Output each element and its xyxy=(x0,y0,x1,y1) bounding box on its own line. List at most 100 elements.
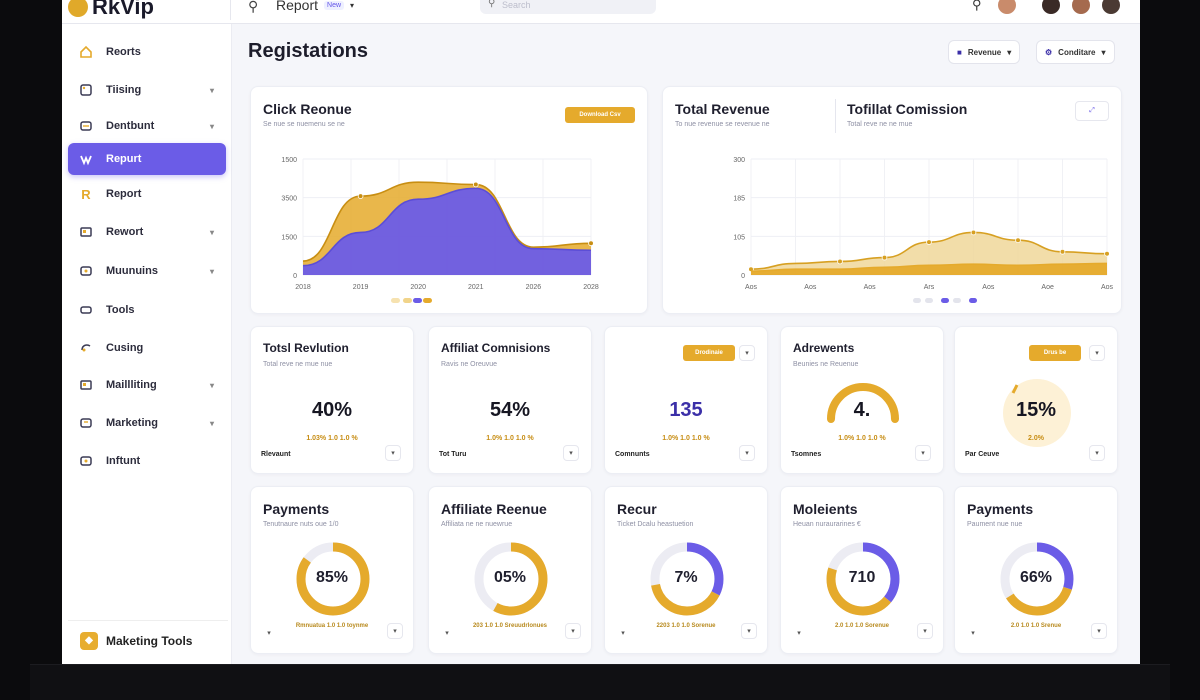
chevron-down-icon[interactable]: ▾ xyxy=(1091,623,1107,639)
card-subtitle: Paument nue nue xyxy=(967,521,1023,528)
y-tick-label: 300 xyxy=(733,157,745,164)
avatar[interactable] xyxy=(1040,0,1062,16)
chevron-down-icon[interactable]: ▾ xyxy=(1089,445,1105,461)
chevron-down-icon[interactable]: ▾ xyxy=(387,623,403,639)
chevron-down-icon[interactable]: ▾ xyxy=(739,345,755,361)
data-point xyxy=(1104,250,1110,257)
card-title: Payments xyxy=(967,501,1034,517)
avatar[interactable] xyxy=(1070,0,1092,16)
click-revenue-chart: 0 1500 3500 1500 2018 2019 2020 2021 2026 2028 xyxy=(281,157,599,303)
mail-icon xyxy=(78,377,94,393)
sidebar-item-label: Muunuins xyxy=(106,265,158,277)
data-point xyxy=(837,258,843,265)
chevron-down-icon: ▾ xyxy=(1007,47,1012,57)
chevron-down-icon[interactable]: ▾ xyxy=(915,445,931,461)
avatar[interactable] xyxy=(996,0,1018,16)
report-badge: New xyxy=(324,0,345,10)
global-search-input[interactable]: ⚲ Search xyxy=(480,0,656,14)
legend-swatch xyxy=(969,298,977,303)
chevron-down-icon[interactable]: ▾ xyxy=(741,623,757,639)
header-search-icon[interactable]: ⚲ xyxy=(972,0,982,12)
kpi-value: 40% xyxy=(311,399,353,421)
series-area xyxy=(303,188,591,275)
report-dropdown-label: Report xyxy=(276,0,319,13)
kpi-action-button[interactable]: Drodinaie xyxy=(683,345,735,361)
sidebar-item-label: Inftunt xyxy=(106,455,141,467)
kpi-action-button[interactable]: Drus be xyxy=(1029,345,1081,361)
kpi-footer-label: Tot Turu xyxy=(439,451,467,458)
sidebar-item-label: Rewort xyxy=(106,226,144,238)
logo-text: RkVip xyxy=(92,0,154,19)
sidebar-item-reorts[interactable]: Reorts xyxy=(68,36,226,68)
donut-segment-primary xyxy=(474,542,548,616)
sidebar-item-cusing[interactable]: Cusing xyxy=(68,332,226,364)
revenue-filter-label: Revenue xyxy=(967,47,1002,57)
card-title: Totsl Revlution xyxy=(263,341,349,355)
megaphone-icon xyxy=(78,415,94,431)
donut-segment-secondary xyxy=(826,542,900,616)
data-point xyxy=(881,254,888,261)
page-title: Registations xyxy=(248,40,369,62)
kpi-delta: 1.0% 1.0 1.0 % xyxy=(662,435,710,442)
legend-swatch xyxy=(423,298,432,303)
donut-footer: 2203 1.0 1.0 Sorenue xyxy=(656,623,716,629)
kpi-card: Drodinaie ▾ 135 1.0% 1.0 1.0 % Comnunts ▾ xyxy=(604,326,768,474)
card-subtitle: Total reve ne mue nue xyxy=(263,361,333,368)
chevron-down-icon[interactable]: ▾ xyxy=(615,625,631,641)
chevron-down-icon[interactable]: ▾ xyxy=(739,445,755,461)
kpi-value: 4. xyxy=(853,399,871,421)
kpi-delta: 1.0% 1.0 1.0 % xyxy=(486,435,534,442)
card-title: Affiliate Reenue xyxy=(441,501,547,517)
donut-card: Moleients Heuan nuraurarines € 710 2.0 1.0 … xyxy=(780,486,944,654)
revenue-filter-button[interactable]: ■ Revenue ▾ xyxy=(948,40,1021,64)
app-logo[interactable]: RkVip xyxy=(68,0,154,20)
marketing-tools-link[interactable]: ◆ Maketing Tools xyxy=(68,620,228,660)
donut-segment-primary xyxy=(826,542,900,616)
card-title: Payments xyxy=(263,501,330,517)
sidebar-item-tools[interactable]: Tools xyxy=(68,294,226,326)
card-subtitle: Affiliata ne ne nuewrue xyxy=(441,521,513,528)
sidebar-item-repurt[interactable]: Repurt xyxy=(68,143,226,175)
donut-card: Recur Ticket Dcalu heastuetion 7% 2203 1.0 … xyxy=(604,486,768,654)
donut-value: 7% xyxy=(674,569,698,586)
search-icon[interactable]: ⚲ xyxy=(248,0,259,14)
x-tick-label: 2021 xyxy=(468,284,484,291)
chevron-down-icon: ▾ xyxy=(209,380,214,390)
tag-icon xyxy=(78,82,94,98)
chevron-down-icon[interactable]: ▾ xyxy=(1089,345,1105,361)
chevron-down-icon: ▾ xyxy=(209,121,214,131)
sidebar-item-marketing[interactable]: Marketing ▾ xyxy=(68,407,226,439)
chevron-down-icon[interactable]: ▾ xyxy=(261,625,277,641)
donut-chart xyxy=(650,542,724,616)
chevron-down-icon[interactable]: ▾ xyxy=(791,625,807,641)
chevron-down-icon[interactable]: ▾ xyxy=(917,623,933,639)
x-tick-label: Aos xyxy=(804,284,817,291)
chevron-down-icon[interactable]: ▾ xyxy=(965,625,981,641)
avatar[interactable] xyxy=(1100,0,1122,16)
kpi-value: 135 xyxy=(669,399,703,421)
sidebar-item-dentbunt[interactable]: Dentbunt ▾ xyxy=(68,110,226,142)
chevron-down-icon[interactable]: ▾ xyxy=(439,625,455,641)
sidebar-item-rewort[interactable]: Rewort ▾ xyxy=(68,216,226,248)
sidebar-item-muunuins[interactable]: Muunuins ▾ xyxy=(68,255,226,287)
expand-icon[interactable]: ⤢ xyxy=(1075,101,1109,121)
report-dropdown[interactable]: Report New ▾ xyxy=(276,0,354,13)
chevron-down-icon[interactable]: ▾ xyxy=(385,445,401,461)
conditare-filter-button[interactable]: ⚙ Conditare ▾ xyxy=(1036,40,1115,64)
kpi-value: 54% xyxy=(489,399,531,421)
total-revenue-card: Total Revenue To nue revenue se revenue … xyxy=(662,86,1122,314)
sidebar-item-maillliting[interactable]: Maillliting ▾ xyxy=(68,369,226,401)
download-csv-button[interactable]: Download Csv xyxy=(565,107,635,123)
card-subtitle: Se nue se nuemenu se ne xyxy=(263,121,345,128)
card-subtitle-secondary: Total reve ne ne mue xyxy=(847,121,913,128)
sidebar-item-tiising[interactable]: Tiising ▾ xyxy=(68,74,226,106)
chevron-down-icon[interactable]: ▾ xyxy=(563,445,579,461)
sidebar-item-label: Report xyxy=(106,188,142,200)
sidebar-item-report[interactable]: R Report xyxy=(68,178,226,210)
sidebar-item-inftunt[interactable]: Inftunt xyxy=(68,445,226,477)
search-placeholder: Search xyxy=(502,0,531,10)
kpi-footer-label: Tsomnes xyxy=(791,451,822,458)
chevron-down-icon[interactable]: ▾ xyxy=(565,623,581,639)
card-title: Click Reonue xyxy=(263,101,352,117)
y-tick-label: 0 xyxy=(293,273,297,280)
